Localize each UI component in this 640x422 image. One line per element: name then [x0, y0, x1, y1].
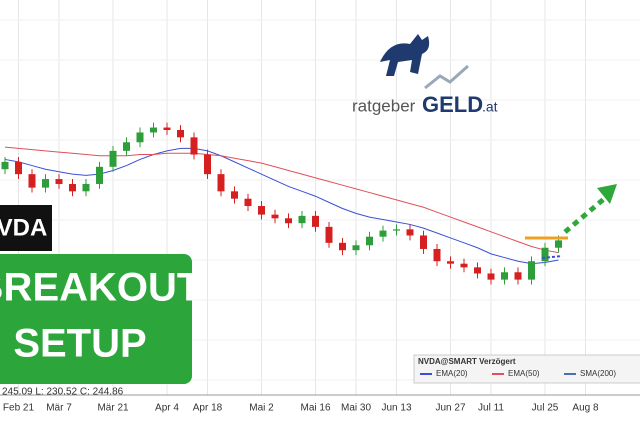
x-tick-label: Mär 21 [97, 403, 129, 414]
candle-body [258, 206, 265, 215]
candle-body [528, 261, 535, 280]
support-line [541, 255, 563, 259]
x-tick-label: Jun 27 [435, 403, 465, 414]
breakout-arrow [563, 196, 607, 234]
candle-body [352, 245, 360, 251]
candle-body [298, 215, 306, 224]
candle-body [55, 179, 63, 184]
candle-body [325, 226, 333, 243]
candle-body [271, 214, 279, 219]
x-tick-label: Mär 7 [46, 403, 72, 414]
x-tick-label: Jun 13 [381, 403, 411, 414]
candle-body [555, 240, 562, 248]
candle-body [433, 248, 441, 262]
candle-body [244, 198, 252, 207]
x-tick-label: Mai 16 [300, 403, 330, 414]
candle-body [393, 229, 400, 231]
legend-label: SMA(200) [580, 369, 616, 378]
arrow-head [597, 184, 617, 204]
x-tick-label: Feb 21 [3, 403, 35, 414]
ma-line [4, 146, 559, 254]
quote-text: 245.09 L: 230.52 C: 244.86 [2, 387, 124, 398]
trend-icon [424, 64, 469, 90]
candle-body [123, 142, 130, 151]
setup-box [0, 254, 192, 384]
x-tick-label: Aug 8 [572, 403, 599, 414]
candle-body [339, 242, 346, 251]
candle-body [379, 230, 387, 237]
candle-body [204, 154, 211, 175]
candle-body [501, 272, 508, 280]
candle-body [150, 127, 157, 133]
candle-body [460, 263, 468, 268]
legend-items: EMA(20) EMA(50) SMA(200) [420, 369, 616, 378]
candle-body [28, 174, 36, 188]
candle-body [190, 137, 198, 155]
legend-title: NVDA@SMART Verzögert [418, 357, 516, 366]
legend: NVDA@SMART Verzögert EMA(20) EMA(50) SMA(2… [413, 354, 640, 384]
candle-body [69, 183, 76, 192]
x-tick-label: Mai 2 [249, 403, 274, 414]
candle-body [474, 267, 481, 274]
x-tick-label: Apr 4 [155, 403, 179, 414]
candle-body [1, 161, 9, 170]
bull-icon [380, 34, 430, 76]
candle-body [420, 235, 427, 249]
candle-body [366, 236, 373, 246]
candle-body [136, 132, 144, 143]
candle-body [285, 218, 292, 224]
candle-body [487, 273, 495, 280]
candle-body [217, 174, 225, 192]
candle-body [82, 183, 90, 192]
ticker-text: VDA [0, 214, 47, 241]
ticker-box [0, 205, 52, 251]
plot [1, 122, 562, 285]
x-tick-label: Jul 11 [478, 403, 504, 414]
logo-text: GELD [422, 92, 483, 117]
candle-body [514, 272, 522, 280]
setup-text: BREAKOUT [0, 266, 201, 310]
candle-body [541, 247, 549, 262]
candle-body [15, 161, 22, 175]
logo: ratgeber GELD .at [352, 34, 498, 117]
candle-body [109, 150, 117, 167]
x-tick-label: Mai 30 [341, 403, 371, 414]
legend-label: EMA(20) [436, 369, 468, 378]
candle-body [312, 215, 319, 227]
candle-body [406, 229, 414, 236]
x-tick-label: Jul 25 [532, 403, 559, 414]
candle-body [42, 179, 49, 188]
candle-body [96, 166, 103, 184]
setup-text: SETUP [13, 322, 146, 366]
legend-box [413, 354, 640, 384]
candle-body [231, 191, 238, 199]
logo-text: .at [482, 99, 498, 115]
logo-text: ratgeber [352, 96, 416, 115]
legend-label: EMA(50) [508, 369, 540, 378]
x-tick-label: Apr 18 [193, 403, 223, 414]
candle-body [447, 261, 454, 264]
candle-body [177, 130, 184, 138]
candle-body [163, 127, 171, 130]
